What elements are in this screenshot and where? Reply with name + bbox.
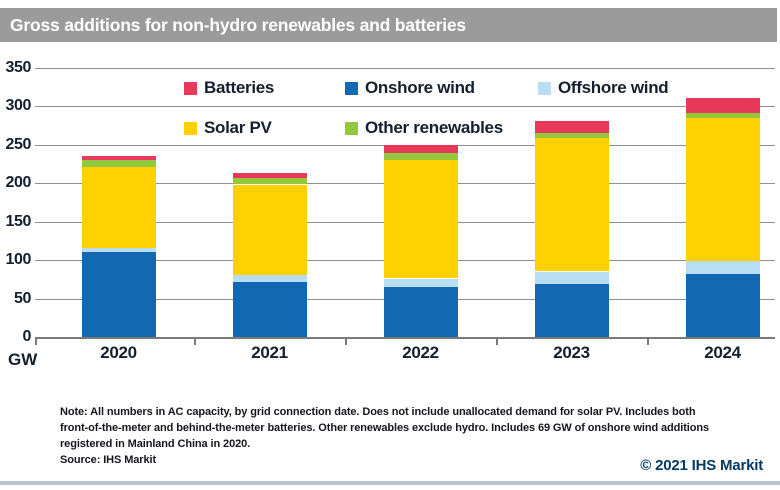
- bar-segment-2023-offshore-wind: [534, 271, 609, 284]
- gridline-300: [35, 106, 775, 107]
- bar-segment-2020-solar-pv: [81, 166, 156, 249]
- legend-label-batteries: Batteries: [204, 78, 275, 97]
- gridline-350: [35, 67, 775, 69]
- x-axis-tick-0: [35, 339, 37, 345]
- bar-segment-2024-offshore-wind: [685, 260, 760, 274]
- y-axis-label-300: 300: [5, 97, 32, 114]
- y-axis-label-350: 350: [5, 58, 32, 76]
- bar-segment-2024-onshore-wind: [685, 273, 760, 337]
- legend-label-onshore-wind: Onshore wind: [365, 78, 475, 97]
- legend-item-solar-pv: Solar PV: [184, 118, 272, 137]
- x-axis-label-2021: 2021: [251, 343, 288, 362]
- note-line-1: Note: All numbers in AC capacity, by gri…: [60, 406, 696, 418]
- bar-segment-2022-solar-pv: [383, 159, 458, 279]
- bar-segment-2022-onshore-wind: [383, 286, 458, 337]
- legend-label-solar-pv: Solar PV: [204, 118, 272, 137]
- bar-segment-2021-other-renewables: [232, 177, 307, 185]
- bar-segment-2023-other-renewables: [534, 132, 609, 139]
- bar-segment-2024-batteries: [685, 97, 760, 113]
- bar-segment-2022-other-renewables: [383, 153, 458, 160]
- y-axis-label-0: 0: [22, 328, 32, 345]
- bar-segment-2022-offshore-wind: [383, 278, 458, 287]
- bar-segment-2023-batteries: [534, 120, 609, 133]
- bar-segment-2024-solar-pv: [685, 118, 760, 261]
- footnote-block: Note: All numbers in AC capacity, by gri…: [60, 404, 709, 468]
- bar-segment-2024-other-renewables: [685, 112, 760, 119]
- y-axis-label-100: 100: [5, 251, 32, 268]
- legend-swatch-onshore-wind: [345, 81, 358, 95]
- bar-segment-2023-onshore-wind: [534, 283, 609, 337]
- legend-label-offshore-wind: Offshore wind: [558, 78, 669, 97]
- x-axis-label-2024: 2024: [704, 343, 741, 362]
- bar-segment-2020-batteries: [81, 156, 156, 160]
- bar-segment-2021-solar-pv: [232, 184, 307, 275]
- x-axis-label-2022: 2022: [402, 343, 439, 362]
- x-axis-label-2023: 2023: [553, 343, 590, 362]
- bottom-divider: [0, 481, 780, 485]
- source-label: Source: IHS Markit: [60, 454, 157, 466]
- x-axis-label-2020: 2020: [100, 343, 137, 362]
- chart-title: Gross additions for non-hydro renewables…: [10, 14, 466, 35]
- legend-label-other-renewables: Other renewables: [365, 118, 503, 137]
- y-axis-unit-label: GW: [8, 350, 38, 369]
- y-axis-label-200: 200: [5, 174, 32, 191]
- note-line-2: front-of-the-meter and behind-the-meter …: [60, 422, 710, 434]
- bar-segment-2023-solar-pv: [534, 138, 609, 272]
- legend-item-offshore-wind: Offshore wind: [538, 78, 669, 97]
- bar-segment-2021-onshore-wind: [232, 282, 307, 337]
- note-line-3: registered in Mainland China in 2020.: [60, 438, 251, 450]
- chart-title-bar: Gross additions for non-hydro renewables…: [0, 8, 777, 42]
- legend-swatch-batteries: [184, 81, 197, 95]
- bar-segment-2020-offshore-wind: [81, 248, 156, 253]
- legend-swatch-solar-pv: [184, 121, 197, 135]
- x-axis-line: [35, 337, 775, 339]
- x-axis-tick-3: [496, 339, 498, 345]
- bar-segment-2022-batteries: [383, 144, 458, 153]
- bar-segment-2021-batteries: [232, 173, 307, 178]
- y-axis-label-50: 50: [14, 289, 31, 307]
- x-axis-tick-4: [647, 339, 649, 345]
- legend-swatch-other-renewables: [345, 121, 358, 135]
- legend-item-batteries: Batteries: [184, 78, 275, 97]
- legend-item-onshore-wind: Onshore wind: [345, 78, 475, 97]
- bar-segment-2020-other-renewables: [81, 159, 156, 167]
- x-axis-tick-1: [194, 339, 196, 345]
- x-axis-tick-2: [345, 339, 347, 345]
- y-axis-label-250: 250: [5, 135, 32, 153]
- legend-swatch-offshore-wind: [538, 81, 551, 95]
- bar-segment-2021-offshore-wind: [232, 274, 307, 283]
- legend-item-other-renewables: Other renewables: [345, 118, 503, 137]
- y-axis-label-150: 150: [5, 212, 32, 230]
- bar-segment-2020-onshore-wind: [81, 252, 156, 337]
- copyright-label: © 2021 IHS Markit: [640, 457, 763, 474]
